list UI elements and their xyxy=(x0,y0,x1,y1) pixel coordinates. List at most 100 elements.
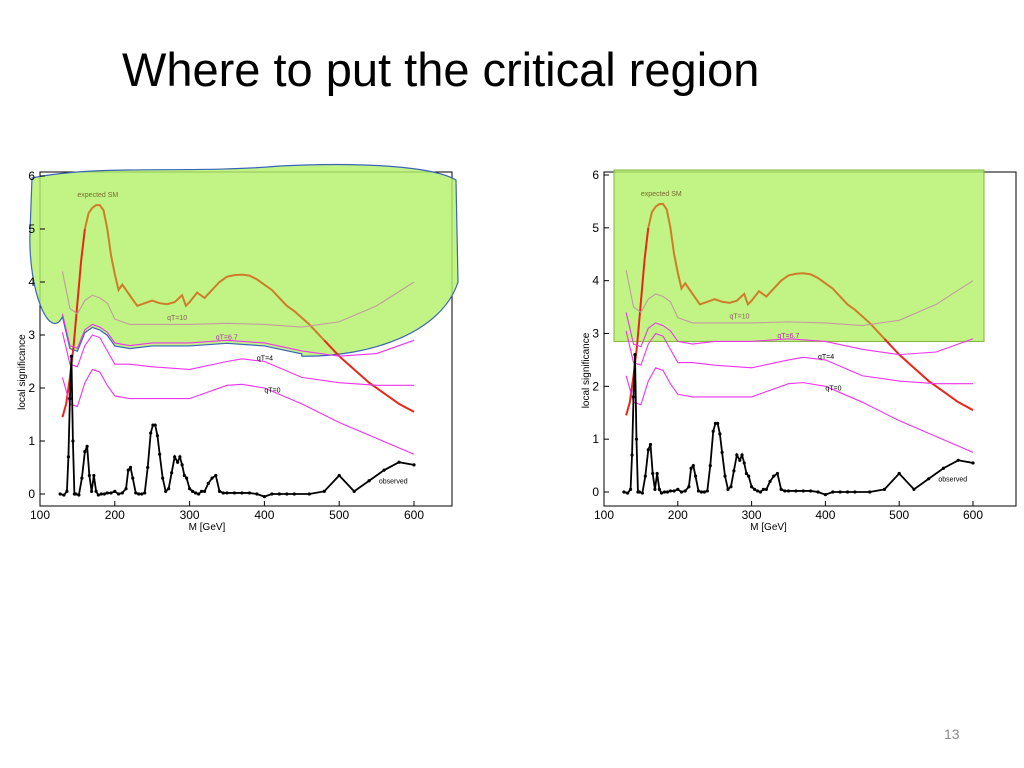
observed-point xyxy=(723,474,727,478)
y-tick-label: 1 xyxy=(592,432,599,446)
observed-point xyxy=(74,492,78,496)
observed-point xyxy=(69,354,74,358)
y-tick-label: 2 xyxy=(592,379,599,393)
observed-point xyxy=(199,489,204,493)
observed-point xyxy=(651,471,655,476)
observed-point xyxy=(732,469,736,473)
observed-point xyxy=(631,395,636,399)
x-tick-label: 200 xyxy=(668,508,688,522)
observed-point xyxy=(120,491,124,495)
observed-point xyxy=(882,487,887,491)
observed-point xyxy=(62,493,66,497)
slide-title: Where to put the critical region xyxy=(122,43,760,96)
curve-label: qT=10 xyxy=(729,313,749,320)
series-qt-4 xyxy=(625,330,973,385)
observed-point xyxy=(337,473,341,478)
observed-point xyxy=(738,458,742,462)
observed-point xyxy=(868,490,872,494)
observed-point xyxy=(691,463,695,468)
observed-point xyxy=(831,490,835,494)
x-tick-label: 200 xyxy=(105,508,125,522)
observed-point xyxy=(689,466,693,470)
observed-point xyxy=(750,485,754,489)
x-tick-label: 500 xyxy=(889,508,909,522)
observed-point xyxy=(202,489,207,493)
y-tick-label: 2 xyxy=(28,381,35,395)
observed-point xyxy=(217,489,222,493)
observed-point xyxy=(96,493,100,497)
observed-point xyxy=(196,492,201,496)
observed-point xyxy=(105,491,109,495)
curve-label: qT=6.7 xyxy=(777,333,799,340)
observed-point xyxy=(643,474,647,478)
y-tick-label: 1 xyxy=(28,434,35,448)
observed-point xyxy=(146,465,150,470)
observed-point xyxy=(823,493,828,497)
observed-point xyxy=(210,476,214,480)
curve-label: qT=0 xyxy=(825,386,841,393)
x-tick-label: 400 xyxy=(815,508,835,522)
observed-point xyxy=(941,466,946,470)
observed-point xyxy=(292,492,296,496)
y-axis-title: local significance xyxy=(581,332,592,408)
observed-point xyxy=(382,468,386,472)
observed-point xyxy=(176,460,180,464)
observed-point xyxy=(816,490,820,494)
observed-point xyxy=(768,479,772,484)
observed-point xyxy=(285,492,289,496)
observed-point xyxy=(696,489,701,493)
observed-point xyxy=(65,489,69,493)
series-observed xyxy=(623,354,974,496)
observed-point xyxy=(668,489,673,493)
observed-point xyxy=(711,429,715,433)
observed-point xyxy=(352,489,356,493)
series-qt-10 xyxy=(61,271,415,328)
y-tick-label: 6 xyxy=(592,168,599,182)
annotation-expected-sm: expected SM xyxy=(77,192,118,199)
observed-point xyxy=(80,476,84,480)
observed-point xyxy=(94,489,98,493)
observed-point xyxy=(628,487,633,491)
curve-label: qT=4 xyxy=(818,354,834,361)
observed-point xyxy=(255,492,259,496)
observed-point xyxy=(193,491,198,495)
annotation-expected-sm: expected SM xyxy=(641,191,682,198)
plot-area: 100 200 300 400 500 600 0 1 2 3 4 5 6 M [GeV] local si… xyxy=(581,168,1017,533)
observed-point xyxy=(786,489,791,493)
annotation-observed: observed xyxy=(938,476,967,483)
observed-point xyxy=(221,491,225,495)
observed-point xyxy=(214,473,218,478)
observed-point xyxy=(764,487,768,491)
observed-point xyxy=(657,487,661,491)
observed-point xyxy=(99,492,103,496)
observed-point xyxy=(240,491,244,495)
observed-point xyxy=(85,444,89,448)
observed-point xyxy=(126,468,130,472)
observed-point xyxy=(794,489,798,493)
series-expected-sm xyxy=(83,204,325,341)
observed-point xyxy=(683,489,687,493)
observed-point xyxy=(809,489,813,493)
observed-point xyxy=(87,473,91,478)
observed-point xyxy=(185,476,189,480)
observed-point xyxy=(307,492,311,496)
observed-point xyxy=(853,490,857,494)
observed-point xyxy=(247,491,252,495)
observed-point xyxy=(143,491,147,495)
x-tick-label: 500 xyxy=(329,508,349,522)
observed-point xyxy=(838,490,842,494)
x-tick-label: 100 xyxy=(594,508,614,522)
y-tick-label: 5 xyxy=(28,222,35,236)
curve-label: qT=10 xyxy=(167,315,187,322)
observed-point xyxy=(633,353,637,357)
observed-point xyxy=(742,461,746,465)
observed-point xyxy=(758,490,763,494)
observed-point xyxy=(775,471,780,476)
observed-point xyxy=(270,492,274,496)
observed-point xyxy=(137,492,141,496)
observed-point xyxy=(679,490,684,494)
observed-point xyxy=(180,463,184,467)
observed-point xyxy=(206,481,210,485)
series-expected-sm-low xyxy=(61,228,86,418)
